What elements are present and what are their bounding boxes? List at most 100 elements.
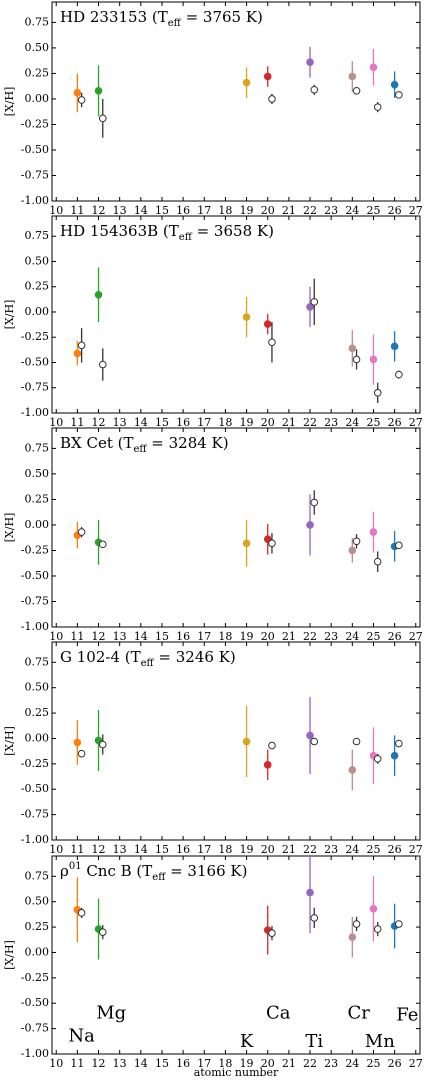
x-tick-label: 23 bbox=[324, 1057, 338, 1070]
panel: 10 11 12 13 14 15 16 17 18 19 20 21 22 23 24 25 26 27 0.75… bbox=[3, 427, 423, 643]
data-point bbox=[77, 96, 86, 104]
data-point bbox=[310, 298, 319, 306]
data-point bbox=[77, 909, 86, 917]
x-tick-label: 15 bbox=[155, 1057, 169, 1070]
x-tick-label: 22 bbox=[303, 416, 317, 429]
x-tick-label: 12 bbox=[92, 416, 106, 429]
data-point bbox=[395, 91, 403, 99]
y-tick-label: -0.75 bbox=[21, 1022, 49, 1035]
data-point bbox=[369, 63, 378, 72]
y-tick-label: -0.25 bbox=[21, 117, 49, 130]
data-point bbox=[263, 320, 272, 328]
y-tick-label: 0.50 bbox=[25, 41, 50, 54]
title-part: eff bbox=[168, 18, 182, 29]
x-tick-label: 19 bbox=[240, 843, 254, 856]
y-tick-label: -0.75 bbox=[21, 381, 49, 394]
x-tick-label: 21 bbox=[282, 843, 296, 856]
title-part: = 3284 K) bbox=[147, 434, 229, 452]
data-point bbox=[310, 85, 319, 94]
x-tick-label: 27 bbox=[409, 843, 423, 856]
y-tick-label: 0.00 bbox=[25, 305, 50, 318]
data-point bbox=[369, 355, 378, 364]
data-point bbox=[373, 103, 382, 111]
panel-title: BX Cet (Teff = 3284 K) bbox=[60, 434, 229, 455]
data-point bbox=[348, 933, 357, 942]
x-tick-label: 17 bbox=[197, 630, 211, 643]
title-part: Cnc B (T bbox=[82, 862, 153, 880]
y-tick-label: 0.25 bbox=[25, 492, 50, 505]
data-point bbox=[242, 78, 251, 87]
x-tick-label: 13 bbox=[113, 843, 127, 856]
x-tick-label: 19 bbox=[240, 630, 254, 643]
data-point bbox=[73, 89, 82, 97]
y-tick-label: 0.50 bbox=[25, 681, 50, 694]
x-tick-label: 27 bbox=[409, 204, 423, 217]
data-point bbox=[348, 344, 357, 353]
y-axis-label: [X/H] bbox=[3, 87, 16, 117]
x-tick-label: 19 bbox=[240, 204, 254, 217]
element-label: Ti bbox=[305, 1031, 323, 1052]
title-part: HD 233153 (T bbox=[60, 8, 168, 26]
x-tick-label: 24 bbox=[345, 416, 359, 429]
x-tick-label: 10 bbox=[49, 630, 63, 643]
data-point bbox=[352, 920, 361, 928]
data-point bbox=[94, 291, 103, 299]
y-tick-label: -1.00 bbox=[21, 1047, 49, 1060]
data-point bbox=[395, 920, 403, 928]
x-tick-label: 18 bbox=[218, 416, 232, 429]
x-tick-label: 15 bbox=[155, 630, 169, 643]
data-point bbox=[98, 540, 107, 549]
title-part: = 3658 K) bbox=[192, 222, 274, 240]
y-axis-label: [X/H] bbox=[3, 513, 16, 543]
y-tick-label: 0.75 bbox=[25, 15, 50, 28]
x-tick-label: 18 bbox=[218, 630, 232, 643]
x-tick-label: 12 bbox=[92, 843, 106, 856]
y-tick-label: 0.25 bbox=[25, 280, 50, 293]
y-tick-label: 0.00 bbox=[25, 518, 50, 531]
data-point bbox=[242, 313, 251, 321]
y-tick-label: 0.50 bbox=[25, 895, 50, 908]
x-tick-label: 27 bbox=[409, 1057, 423, 1070]
axes-frame bbox=[51, 427, 421, 628]
y-tick-label: 0.25 bbox=[25, 66, 50, 79]
data-point bbox=[390, 80, 399, 89]
data-point bbox=[369, 905, 378, 913]
title-part: ρ bbox=[60, 862, 69, 880]
y-tick-label: 0.75 bbox=[25, 869, 50, 882]
y-tick-label: -0.25 bbox=[21, 757, 49, 770]
element-label: K bbox=[240, 1031, 254, 1052]
data-point bbox=[94, 86, 103, 95]
panel: 10 11 12 13 14 15 16 17 18 19 20 21 22 23 24 25 26 27 0.75… bbox=[3, 855, 423, 1079]
x-tick-label: 27 bbox=[409, 416, 423, 429]
x-tick-label: 16 bbox=[176, 416, 190, 429]
x-tick-label: 16 bbox=[176, 630, 190, 643]
panel-title: G 102-4 (Teff = 3246 K) bbox=[60, 648, 236, 669]
y-tick-label: -1.00 bbox=[21, 833, 49, 846]
element-label: Na bbox=[68, 1026, 95, 1047]
x-tick-label: 12 bbox=[92, 630, 106, 643]
x-tick-label: 11 bbox=[70, 416, 84, 429]
data-point bbox=[373, 557, 382, 566]
data-point bbox=[369, 528, 378, 536]
y-tick-label: -0.50 bbox=[21, 569, 49, 582]
x-axis-label: atomic number bbox=[194, 1066, 279, 1079]
axes-frame bbox=[51, 641, 421, 841]
axes-frame bbox=[51, 215, 421, 414]
y-tick-label: -1.00 bbox=[21, 620, 49, 633]
y-tick-label: 0.50 bbox=[25, 254, 50, 267]
y-tick-label: 0.50 bbox=[25, 467, 50, 480]
x-tick-label: 20 bbox=[261, 1057, 275, 1070]
y-tick-label: -1.00 bbox=[21, 406, 49, 419]
x-tick-label: 25 bbox=[366, 416, 380, 429]
data-point bbox=[268, 741, 276, 750]
data-point bbox=[242, 737, 251, 746]
x-tick-label: 11 bbox=[70, 1057, 84, 1070]
y-tick-label: 0.00 bbox=[25, 945, 50, 958]
y-tick-label: 0.00 bbox=[25, 731, 50, 744]
data-point bbox=[373, 388, 382, 397]
y-tick-label: -0.75 bbox=[21, 594, 49, 607]
y-tick-label: -0.75 bbox=[21, 808, 49, 821]
data-point bbox=[306, 303, 314, 311]
y-tick-label: -0.25 bbox=[21, 971, 49, 984]
y-tick-label: 0.75 bbox=[25, 229, 50, 242]
